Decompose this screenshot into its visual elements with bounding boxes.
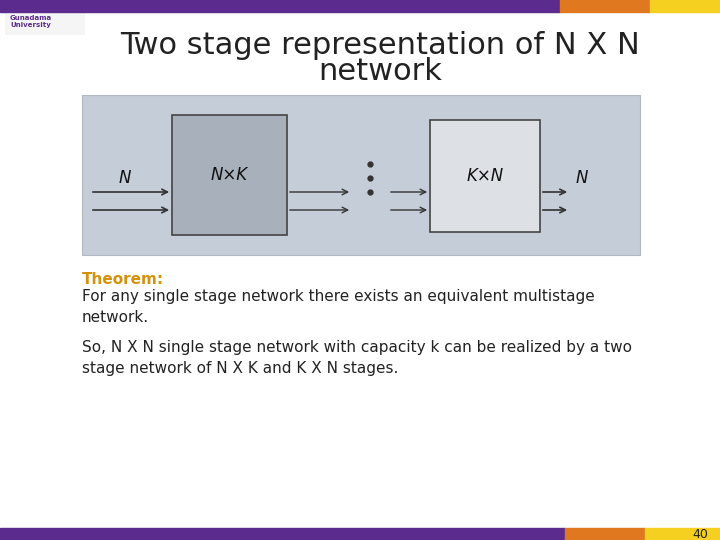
Bar	[172, 115, 287, 235]
Bar	[645, 528, 720, 540]
Bar	[560, 0, 650, 12]
Text: Two stage representation of N X N: Two stage representation of N X N	[120, 30, 640, 59]
Text: University: University	[10, 22, 51, 28]
Text: Theorem:: Theorem:	[82, 272, 164, 287]
Bar	[5, 5, 85, 35]
Bar	[650, 0, 720, 12]
Text: Gunadama: Gunadama	[10, 15, 52, 21]
Bar	[0, 0, 560, 12]
Text: 40: 40	[692, 528, 708, 540]
Text: network: network	[318, 57, 442, 86]
Text: For any single stage network there exists an equivalent multistage
network.: For any single stage network there exist…	[82, 289, 595, 325]
Text: N: N	[119, 169, 131, 187]
Text: So, N X N single stage network with capacity k can be realized by a two
stage ne: So, N X N single stage network with capa…	[82, 340, 632, 376]
Text: N: N	[576, 169, 588, 187]
Bar	[82, 95, 640, 255]
Bar	[430, 120, 540, 232]
Bar	[565, 528, 645, 540]
Text: N×K: N×K	[211, 166, 248, 184]
Bar	[0, 528, 565, 540]
Text: K×N: K×N	[467, 167, 503, 185]
